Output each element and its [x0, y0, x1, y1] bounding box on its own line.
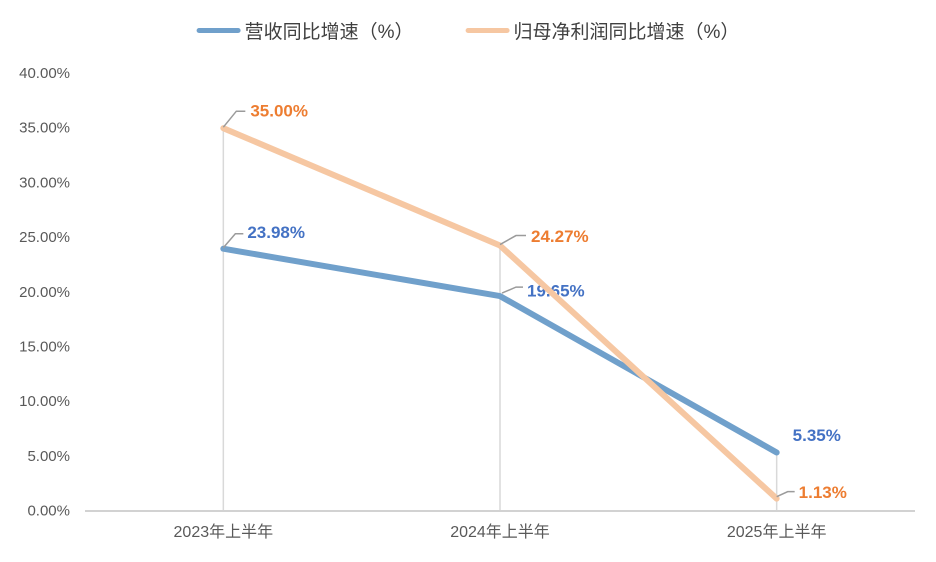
y-axis-tick-label: 30.00%	[19, 174, 70, 191]
legend: 营收同比增速（%） 归母净利润同比增速（%）	[196, 17, 740, 44]
y-axis-tick-label: 25.00%	[19, 229, 70, 246]
data-label: 35.00%	[250, 102, 308, 121]
data-label: 1.13%	[799, 483, 847, 502]
legend-item-revenue-growth: 营收同比增速（%）	[196, 17, 414, 44]
y-axis-tick-label: 0.00%	[27, 503, 70, 520]
y-axis-tick-label: 20.00%	[19, 284, 70, 301]
data-label: 24.27%	[531, 227, 589, 246]
legend-item-net-profit-growth: 归母净利润同比增速（%）	[465, 17, 740, 44]
net-profit-series-label: 归母净利润同比增速（%）	[513, 22, 740, 43]
data-label: 5.35%	[793, 426, 841, 445]
y-axis-tick-label: 15.00%	[19, 338, 70, 355]
revenue-series-label: 营收同比增速（%）	[244, 22, 414, 43]
series-line	[220, 125, 780, 502]
series-line	[220, 245, 780, 456]
data-label: 23.98%	[247, 223, 305, 242]
data-label-leader-line	[222, 110, 246, 128]
x-axis-category-label: 2024年上半年	[450, 523, 550, 541]
data-label-leader-line	[499, 234, 526, 246]
data-label-leader-line	[222, 232, 244, 249]
revenue-series-swatch	[196, 28, 241, 33]
y-axis-tick-label: 35.00%	[19, 120, 70, 137]
data-label-leader-line	[776, 490, 795, 498]
y-axis-tick-label: 10.00%	[19, 393, 70, 410]
net-profit-series-swatch	[465, 28, 510, 33]
y-axis-tick-label: 40.00%	[19, 65, 70, 82]
x-axis-category-label: 2023年上半年	[174, 523, 274, 541]
y-axis-tick-label: 5.00%	[27, 448, 70, 465]
data-label-leader-line	[501, 286, 523, 294]
x-axis-category-label: 2025年上半年	[727, 523, 827, 541]
